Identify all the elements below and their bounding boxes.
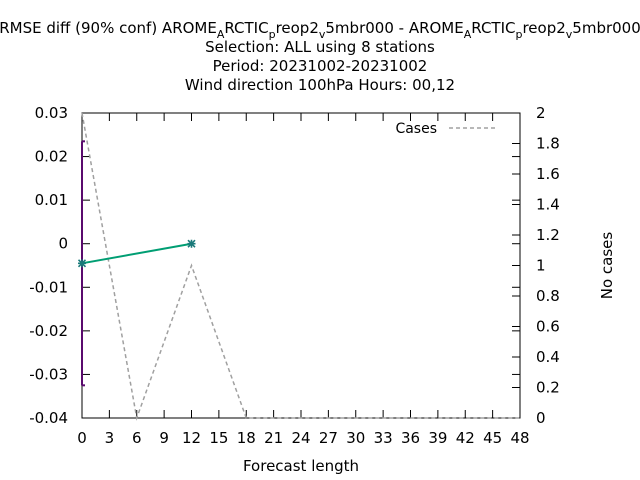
x-axis-label: Forecast length (243, 457, 359, 475)
cases-series (81, 112, 520, 421)
title-subscript: A (464, 28, 472, 41)
y2-tick-label: 0.8 (536, 287, 560, 305)
chart-title-line-1: RMSE diff (90% conf) AROMEARCTICpreop2v5… (0, 19, 640, 41)
y2-tick-label: 0.4 (536, 348, 560, 366)
title-subscript: v (319, 28, 326, 41)
title-part: reop2 (276, 19, 319, 37)
x-tick-label: 0 (77, 429, 87, 447)
x-tick-label: 27 (319, 429, 338, 447)
y2-tick-label: 1.2 (536, 226, 560, 244)
title-part: RCTIC (224, 19, 268, 37)
y2-axis-label: No cases (598, 232, 616, 300)
x-tick-label: 39 (428, 429, 447, 447)
x-tick-label: 6 (132, 429, 142, 447)
y2-tick-label: 1.4 (536, 196, 560, 214)
y-tick-label: -0.01 (29, 278, 68, 296)
chart-title-line-4: Wind direction 100hPa Hours: 00,12 (185, 76, 455, 94)
y-tick-label: -0.02 (29, 322, 68, 340)
plot-frame (81, 112, 521, 419)
x-tick-label: 48 (510, 429, 529, 447)
y-tick-label: 0.02 (35, 148, 68, 166)
series-point (187, 239, 196, 248)
title-subscript: A (217, 28, 225, 41)
x-tick-label: 9 (159, 429, 169, 447)
y2-tick-label: 1 (536, 257, 546, 275)
x-tick-label: 18 (237, 429, 256, 447)
y2-tick-label: 2 (536, 104, 546, 122)
chart-title-line-2: Selection: ALL using 8 stations (205, 38, 435, 56)
x-tick-label: 36 (401, 429, 420, 447)
x-tick-label: 24 (291, 429, 310, 447)
x-tick-label: 42 (456, 429, 475, 447)
y2-tick-label: 0 (536, 409, 546, 427)
y2-tick-label: 0.6 (536, 318, 560, 336)
title-subscript: v (566, 28, 573, 41)
title-part: reop2 (522, 19, 565, 37)
series-line (81, 242, 192, 265)
y-tick-label: 0 (58, 235, 68, 253)
title-subscript: p (269, 28, 276, 41)
chart-title-line-3: Period: 20231002-20231002 (213, 57, 428, 75)
y-tick-label: 0.01 (35, 191, 68, 209)
legend: Cases (395, 121, 496, 137)
axis-ticks: 0.03 0.02 0.01 0 -0.01 -0.02 -0.03 -0.04 2 1.8 1.6… (29, 104, 560, 447)
y2-tick-label: 1.8 (536, 135, 560, 153)
x-tick-label: 45 (483, 429, 502, 447)
x-tick-label: 30 (346, 429, 365, 447)
y-tick-label: 0.03 (35, 104, 68, 122)
y2-tick-label: 0.2 (536, 379, 560, 397)
y2-tick-label: 1.6 (536, 165, 560, 183)
data-series (77, 239, 196, 268)
cases-line (81, 112, 520, 421)
x-tick-label: 12 (182, 429, 201, 447)
x-tick-label: 15 (209, 429, 228, 447)
y-tick-label: -0.04 (29, 409, 68, 427)
x-tick-label: 3 (105, 429, 115, 447)
title-part: 5mbr000 - AROME (325, 19, 463, 37)
x-tick-label: 33 (374, 429, 393, 447)
title-subscript: p (515, 28, 522, 41)
title-part: RMSE diff (90% conf) AROME (0, 19, 217, 37)
series-point (77, 259, 87, 268)
title-part: 5mbr000 (572, 19, 640, 37)
title-part: RCTIC (471, 19, 515, 37)
y-tick-label: -0.03 (29, 365, 68, 383)
chart-title: RMSE diff (90% conf) AROMEARCTICpreop2v5… (0, 19, 640, 94)
legend-label-cases: Cases (395, 121, 437, 137)
x-tick-label: 21 (264, 429, 283, 447)
